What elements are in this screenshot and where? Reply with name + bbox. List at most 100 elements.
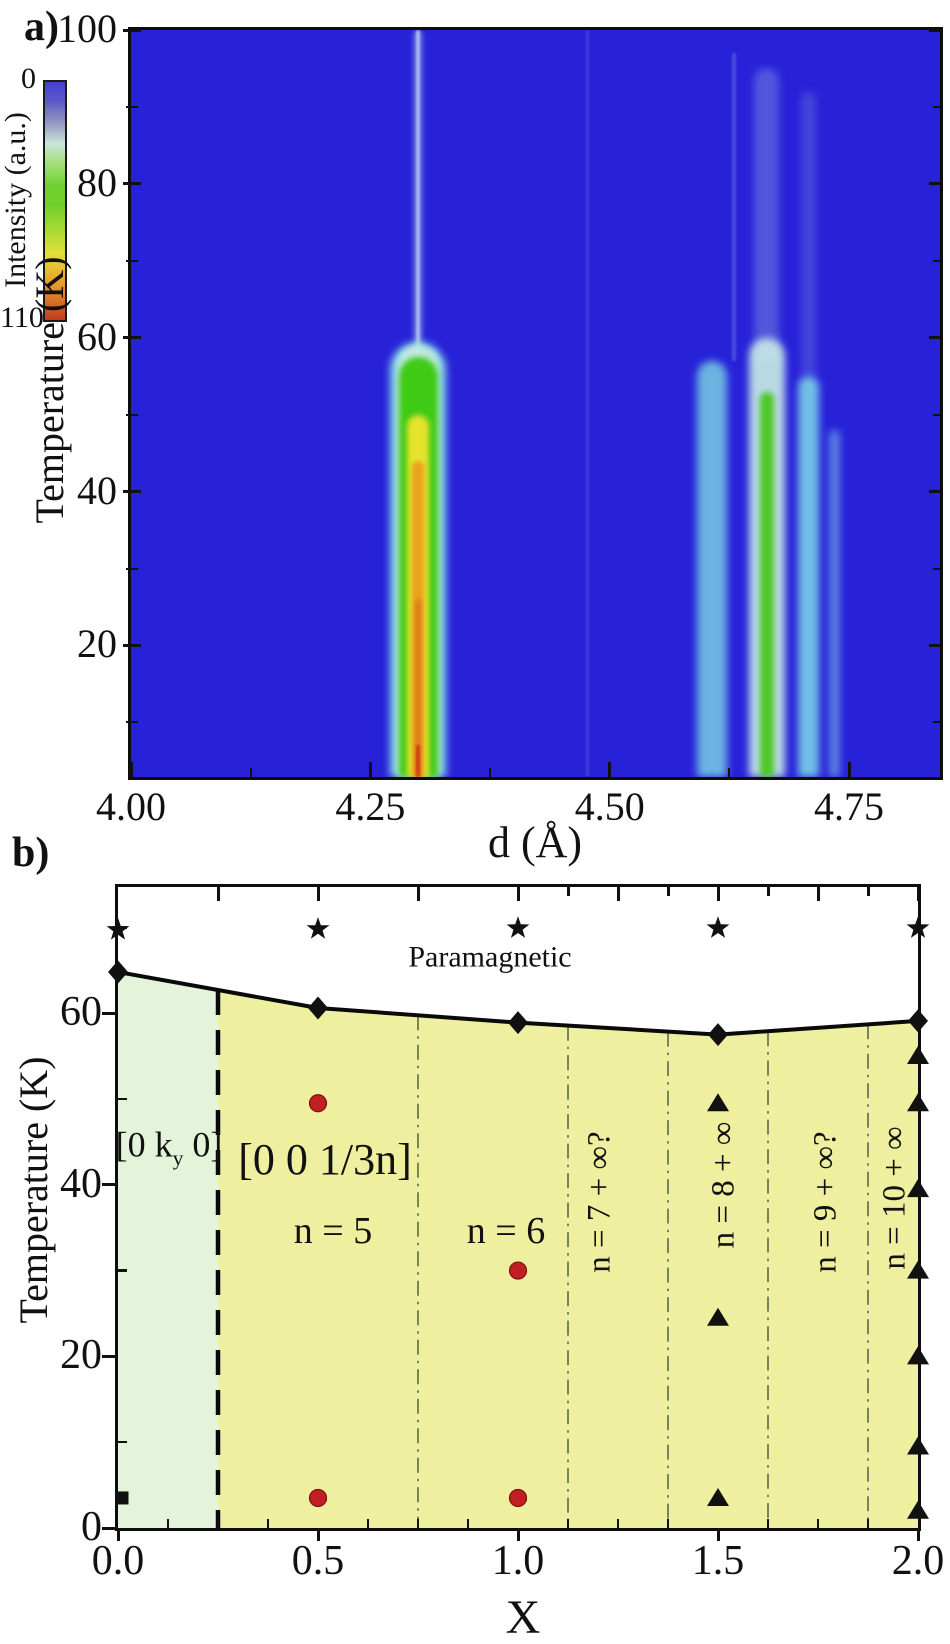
y-tick-label: 60 xyxy=(77,313,117,359)
colorbar-min-label: 0 xyxy=(21,62,36,95)
transition-diamonds-marker xyxy=(508,1011,528,1035)
panel-b-y-axis-label: Temperature (K) xyxy=(11,1056,56,1324)
y-major-tick-right xyxy=(929,643,940,647)
y-tick-label: 20 xyxy=(60,1332,102,1379)
x-tick-label: 2.0 xyxy=(891,1538,945,1584)
panel-a-y-axis-label: Temperature (K) xyxy=(27,256,72,524)
x-major-tick xyxy=(608,762,612,777)
panel-a-x-axis-label: d (Å) xyxy=(487,818,583,867)
x-major-tick xyxy=(847,762,851,777)
panel-b-x-axis-label: X xyxy=(505,1591,541,1644)
x-tick-label: 1.5 xyxy=(691,1538,745,1584)
y-minor-tick xyxy=(126,567,138,570)
annotation-n-9-: n = 9 + ∞? xyxy=(807,1131,844,1273)
mixed-phase-triangles-marker xyxy=(707,1488,729,1506)
annotation--0-0-1-3n-: [0 0 1/3n] xyxy=(238,1134,412,1184)
commensurate-red-circles-marker xyxy=(308,1488,328,1508)
x-minor-tick xyxy=(489,768,492,777)
y-major-tick-right xyxy=(929,490,940,494)
commensurate-red-circles-marker xyxy=(508,1261,528,1280)
y-minor-tick-right xyxy=(933,259,940,262)
panel-a-label: a) xyxy=(24,4,59,50)
y-major-tick xyxy=(123,28,141,32)
y-tick-label: 60 xyxy=(60,989,102,1036)
mixed-phase-triangles-marker xyxy=(707,1307,729,1326)
y-minor-tick xyxy=(126,259,138,262)
paramagnetic-stars-marker xyxy=(706,916,730,938)
mixed-phase-triangles-marker xyxy=(907,1179,929,1198)
paramagnetic-stars-marker xyxy=(106,917,130,940)
region-0ky0 xyxy=(118,972,218,1528)
paramagnetic-stars-marker xyxy=(306,917,330,939)
y-major-tick-right xyxy=(929,182,940,186)
x-major-tick xyxy=(129,762,133,777)
x-minor-tick xyxy=(249,768,252,777)
mixed-phase-triangles-marker xyxy=(907,1260,929,1279)
y-minor-tick xyxy=(118,1440,127,1444)
x-top-tick xyxy=(566,887,570,896)
x-minor-tick xyxy=(728,768,731,777)
transition-diamonds-marker xyxy=(908,1009,928,1033)
x-tick-label: 0.0 xyxy=(91,1538,145,1584)
y-minor-tick xyxy=(126,413,138,416)
y-tick-label: 20 xyxy=(77,621,117,667)
zero-x-square-marker xyxy=(115,1491,129,1505)
phase-diagram-svg xyxy=(106,916,930,1528)
x-minor-tick xyxy=(616,1519,620,1528)
x-top-tick xyxy=(316,887,320,901)
satellite-band-4.61 xyxy=(697,360,727,777)
y-major-tick xyxy=(123,182,141,186)
y-minor-tick-right xyxy=(933,721,940,724)
satellite-band-4.66-core xyxy=(759,391,774,777)
x-top-tick xyxy=(866,887,870,896)
x-tick-label: 4.50 xyxy=(574,784,645,829)
y-major-tick-right xyxy=(929,28,940,32)
main-peak-deep-orange xyxy=(414,599,422,777)
x-top-tick xyxy=(416,887,420,901)
y-minor-tick xyxy=(126,721,138,724)
heatmap-canvas xyxy=(131,30,940,777)
y-minor-tick xyxy=(118,1269,127,1272)
y-major-tick xyxy=(102,1011,116,1015)
ghost-line-4.48 xyxy=(585,30,590,777)
phase-boundary-line xyxy=(116,970,920,1037)
x-top-tick xyxy=(616,887,620,901)
mixed-phase-triangles-marker xyxy=(907,1093,929,1112)
x-major-tick xyxy=(116,1528,120,1541)
annotation-n-10-: n = 10 + ∞ xyxy=(876,1126,913,1270)
transition-diamonds-marker xyxy=(308,996,328,1020)
commensurate-red-circles-marker xyxy=(508,1488,528,1508)
x-minor-tick xyxy=(416,1519,420,1528)
x-minor-tick xyxy=(166,1519,170,1528)
y-minor-tick-right xyxy=(933,413,940,416)
x-major-tick xyxy=(316,1528,320,1541)
y-minor-tick xyxy=(118,926,127,929)
x-top-tick xyxy=(516,887,520,901)
paramagnetic-stars-marker xyxy=(506,916,530,938)
x-major-tick xyxy=(916,1528,920,1541)
panel-b-plot-area: Paramagnetic [0 ky 0] [0 0 1/3n] n = 5 n = 6… xyxy=(60,884,944,1582)
x-minor-tick xyxy=(366,1519,370,1528)
ghost-column-4.71 xyxy=(801,91,817,377)
mixed-phase-triangles-marker xyxy=(907,1046,929,1064)
x-top-tick xyxy=(816,887,820,901)
y-minor-tick-right xyxy=(933,567,940,570)
x-major-tick xyxy=(516,1528,520,1541)
annotation--0-ky-0-: [0 ky 0] xyxy=(115,1124,223,1170)
x-minor-tick xyxy=(216,1519,220,1528)
x-tick-label: 4.25 xyxy=(335,784,406,829)
y-major-tick xyxy=(123,490,141,494)
y-major-tick-right xyxy=(929,336,940,340)
y-minor-tick xyxy=(118,1097,127,1101)
x-tick-label: 0.5 xyxy=(291,1538,345,1584)
x-minor-tick xyxy=(566,1519,570,1528)
x-top-tick xyxy=(916,887,920,901)
annotation-n-8-: n = 8 + ∞ xyxy=(705,1121,742,1249)
satellite-band-4.71 xyxy=(798,376,820,777)
y-minor-tick-right xyxy=(933,105,940,108)
region-001-3n xyxy=(218,990,918,1528)
annotation-n-7-: n = 7 + ∞? xyxy=(581,1131,618,1273)
y-major-tick xyxy=(102,1354,116,1358)
x-major-tick xyxy=(716,1528,720,1541)
panel-a-plot-area: 100 80 60 40 20 4.00 4.25 4.50 4.75 xyxy=(57,9,943,827)
